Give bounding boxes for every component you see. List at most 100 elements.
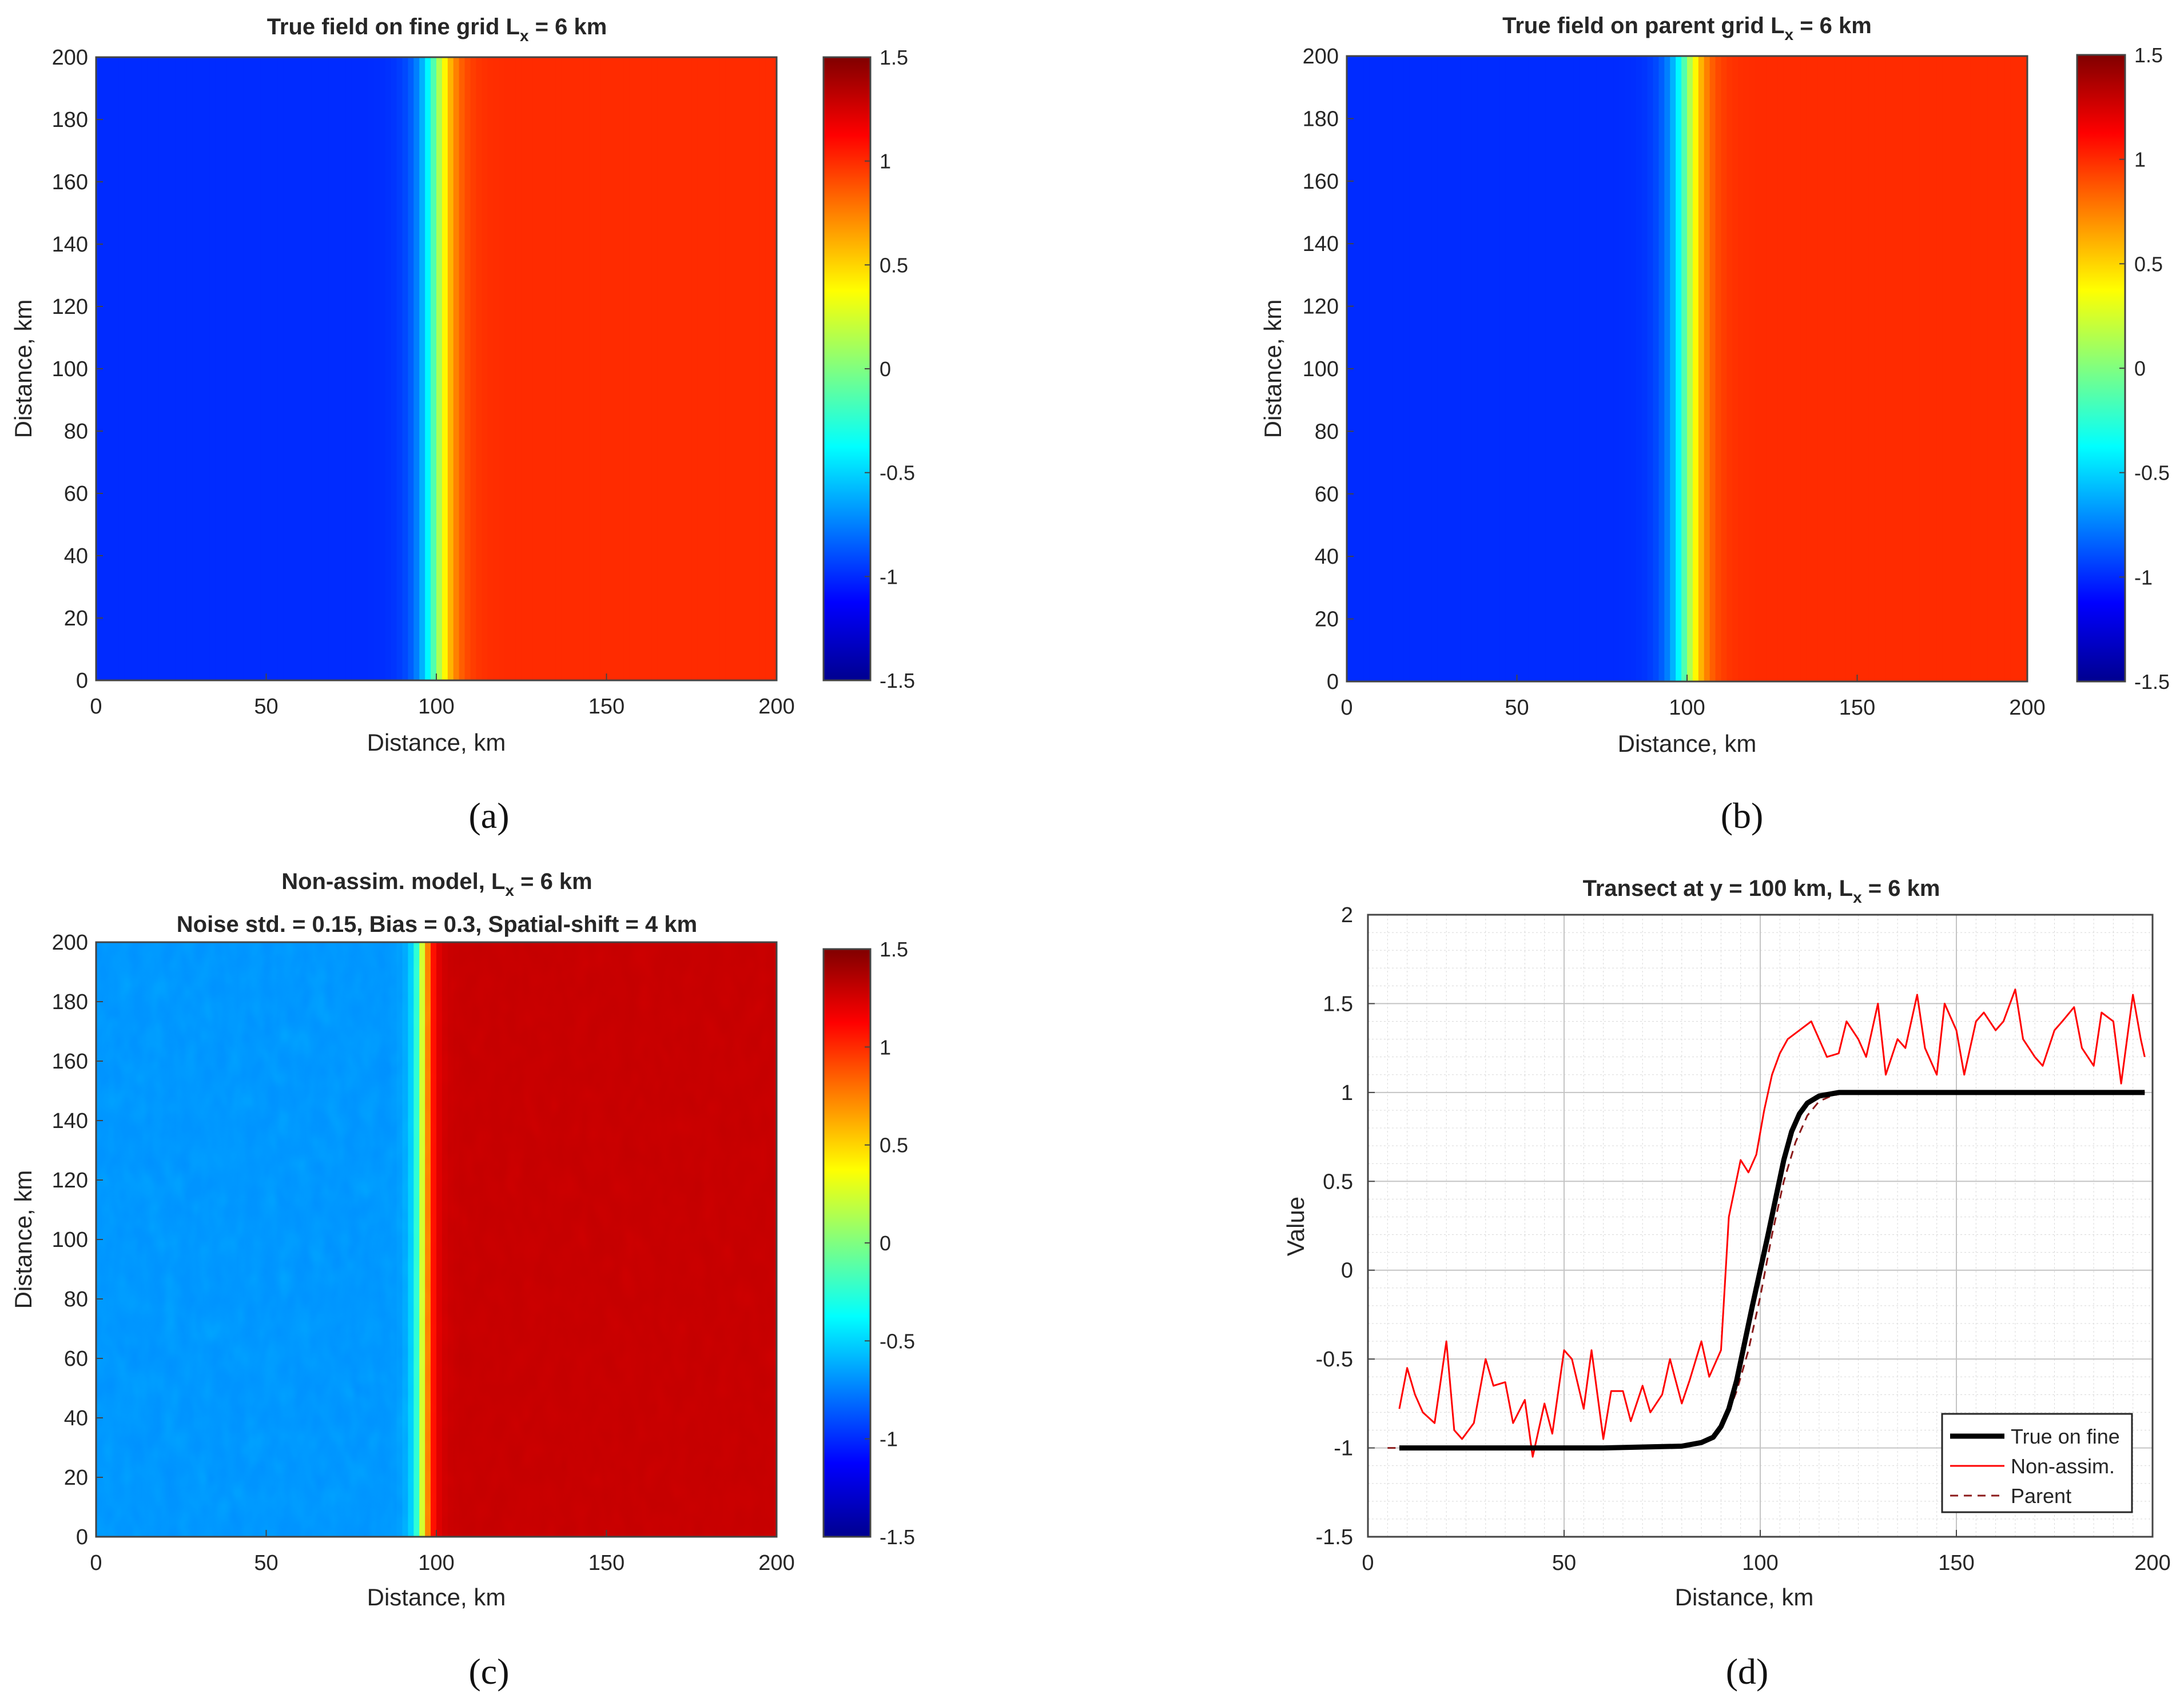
heat-cell (1999, 56, 2006, 681)
heat-cell (2016, 56, 2022, 681)
heat-cell (1845, 56, 1852, 681)
heat-cell (493, 57, 499, 680)
heat-cell (413, 57, 420, 680)
heat-cell (1664, 56, 1671, 681)
heat-cell (1800, 56, 1807, 681)
heatmap-c (96, 942, 777, 1537)
x-tick-label: 200 (758, 695, 794, 719)
heat-cell (175, 57, 182, 680)
heat-cell (572, 57, 579, 680)
colorbar-tick-label: 1 (880, 1035, 891, 1059)
colorbar-tick-label: -0.5 (880, 461, 915, 485)
heat-cell (1471, 56, 1478, 681)
panel-d: Transect at y = 100 km, Lx = 6 km 0 50 100… (1282, 876, 2171, 1692)
heat-cell (771, 57, 777, 680)
colorbar-ticks-c: -1.5 -1 -0.5 0 0.5 1 1.5 (865, 938, 915, 1549)
heat-cell (1885, 56, 1892, 681)
heat-cell (1744, 56, 1750, 681)
heat-cell (1443, 56, 1450, 681)
x-tick-label: 50 (254, 1551, 278, 1575)
heat-cell (635, 57, 641, 680)
heat-cell (1613, 56, 1620, 681)
heat-cell (1352, 56, 1359, 681)
y-tick-label: 100 (52, 1228, 88, 1252)
xlabel-b: Distance, km (1618, 730, 1757, 757)
heat-cell (1993, 56, 2000, 681)
heat-cell (453, 57, 460, 680)
heat-cell (1534, 56, 1540, 681)
heat-cell (1460, 56, 1467, 681)
heat-cell (651, 57, 658, 680)
heat-cell (237, 57, 244, 680)
heat-cell (289, 57, 295, 680)
colorbar-tick-label: 1.5 (880, 938, 908, 961)
heat-cell (1964, 56, 1971, 681)
series-lines-d (1387, 988, 2146, 1458)
heat-cell (357, 57, 363, 680)
heat-cell (1363, 56, 1370, 681)
heat-cell (1545, 56, 1552, 681)
heat-cell (232, 57, 238, 680)
heat-cell (1948, 56, 1954, 681)
y-tick-label: 60 (1315, 483, 1339, 507)
heat-cell (249, 57, 256, 680)
heat-cell (300, 57, 307, 680)
heat-cell (2022, 56, 2028, 681)
heat-cell (1726, 56, 1733, 681)
colorbar-tick-label: 0.5 (2134, 252, 2163, 276)
colorbar-tick-label: -1 (880, 1428, 898, 1451)
heat-cell (431, 57, 437, 680)
heat-cell (623, 57, 630, 680)
heat-cell (487, 57, 494, 680)
heat-cell (1551, 56, 1557, 681)
y-tick-label: 160 (52, 1050, 88, 1074)
heat-cell (192, 57, 199, 680)
heat-cell (1902, 56, 1909, 681)
heat-cell (1704, 56, 1710, 681)
heat-cell (532, 57, 539, 680)
colorbar-tick-label: -0.5 (880, 1329, 915, 1353)
y-tick-label: 140 (52, 233, 88, 257)
colorbar-tick-label: -1 (880, 565, 898, 588)
heat-cell (1857, 56, 1864, 681)
heat-cell (1766, 56, 1773, 681)
heat-cell (254, 57, 261, 680)
heat-cell (583, 57, 590, 680)
y-tick-label: -1 (1334, 1437, 1353, 1461)
heat-cell (527, 57, 534, 680)
heat-cell (641, 57, 647, 680)
y-tick-label: 60 (64, 482, 88, 506)
heat-cell (680, 57, 687, 680)
heat-cell (1828, 56, 1835, 681)
heat-cell (260, 57, 267, 680)
heat-cell (1806, 56, 1812, 681)
x-tick-label: 200 (758, 1551, 794, 1575)
legend-label-nonassim: Non-assim. (2011, 1454, 2115, 1478)
heat-cell (1477, 56, 1483, 681)
y-tick-label: 200 (52, 931, 88, 955)
series-line-true-on-fine (1399, 1090, 2145, 1451)
heat-cell (657, 57, 664, 680)
heat-cell (499, 57, 505, 680)
heat-cell (612, 57, 619, 680)
heat-cell (1454, 56, 1461, 681)
heat-cell (1369, 56, 1376, 681)
heat-cell (1449, 56, 1455, 681)
heat-cell (1409, 56, 1415, 681)
heat-cell (317, 57, 324, 680)
heat-cell (1636, 56, 1642, 681)
heat-cell (714, 57, 721, 680)
heat-cell (2004, 56, 2011, 681)
heatmap-b (1347, 56, 2028, 681)
heat-cell (510, 57, 516, 680)
heat-cell (1931, 56, 1938, 681)
heat-cell (1851, 56, 1858, 681)
xlabel-a: Distance, km (367, 729, 506, 756)
heat-cell (544, 57, 551, 680)
heat-cell (1676, 56, 1682, 681)
heat-cell (311, 57, 318, 680)
y-tick-label: 100 (52, 357, 88, 381)
y-tick-label: 200 (52, 46, 88, 70)
x-tick-label: 0 (1362, 1551, 1374, 1575)
colorbar-tick-label: -1.5 (880, 1525, 915, 1549)
